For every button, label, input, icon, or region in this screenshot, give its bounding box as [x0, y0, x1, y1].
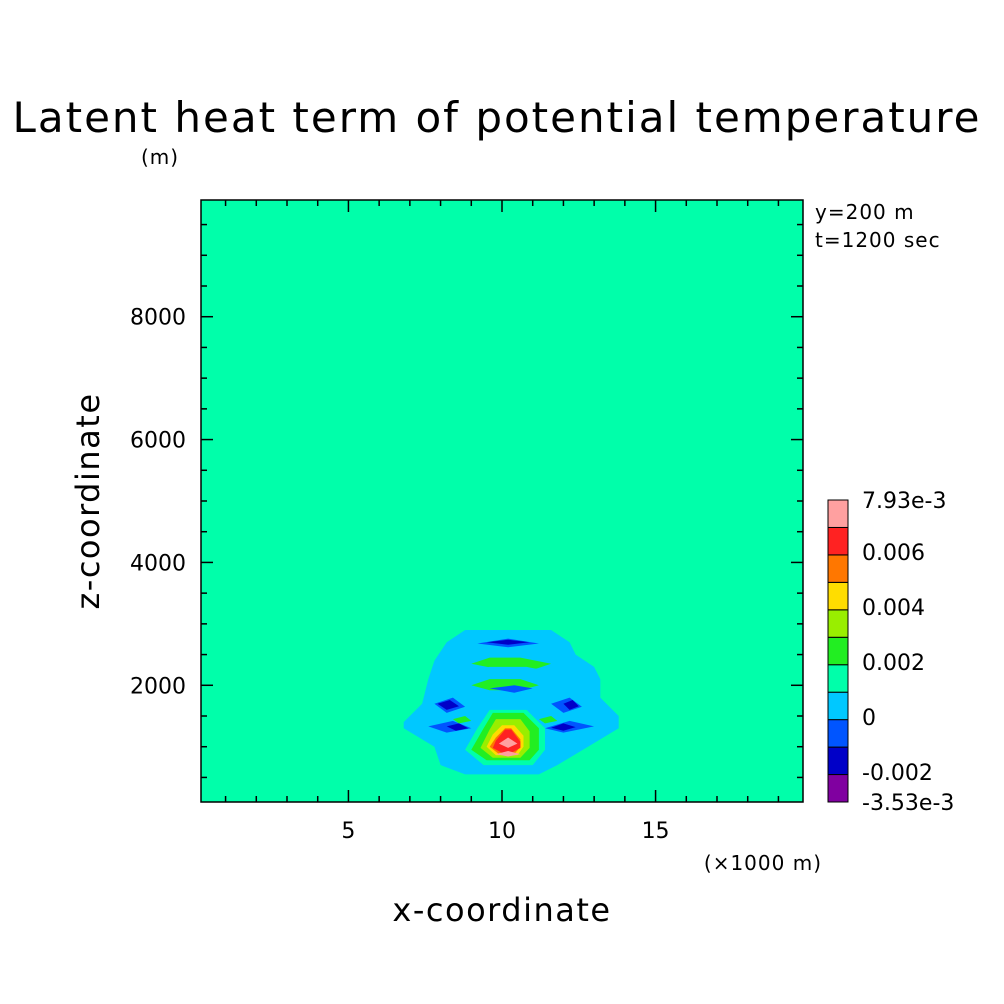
colorbar-swatch	[827, 664, 849, 693]
chart-title: Latent heat term of potential temperatur…	[12, 93, 981, 142]
colorbar-swatch	[827, 691, 849, 721]
colorbar-label: 0	[862, 706, 876, 731]
contour-region-23	[452, 716, 472, 724]
colorbar-swatch	[827, 499, 849, 528]
x-tick-label: 5	[341, 819, 355, 844]
colorbar-labels: 7.93e-3 0.006 0.004 0.002 0 -0.002 -3.53e-3	[862, 489, 954, 816]
x-tick-label: 10	[488, 819, 516, 844]
colorbar	[827, 499, 849, 803]
y-axis-label: z-coordinate	[69, 392, 107, 609]
contour-region-16	[489, 685, 533, 693]
colorbar-label: 0.002	[862, 651, 925, 676]
contour-region-19	[563, 700, 579, 710]
contour-region-0	[403, 630, 619, 775]
colorbar-label: -0.002	[862, 761, 933, 786]
axis-ticks	[201, 200, 803, 802]
y-unit-label: (m)	[141, 145, 179, 169]
contour-region-20	[446, 723, 469, 731]
contour-region-17	[486, 639, 530, 645]
contour-fill-group	[403, 630, 619, 775]
colorbar-swatch	[827, 636, 849, 666]
annotation-y: y=200 m	[815, 200, 915, 224]
colorbar-label: 7.93e-3	[862, 489, 946, 514]
colorbar-label: 0.004	[862, 596, 925, 621]
x-unit-label: (×1000 m)	[704, 851, 822, 875]
y-tick-label: 6000	[130, 429, 186, 454]
axis-tick-labels: 5 10 15 2000 4000 6000 8000	[130, 306, 670, 844]
plot-frame	[200, 199, 804, 803]
colorbar-swatch	[827, 774, 849, 803]
colorbar-label: 0.006	[862, 541, 925, 566]
annotation-t: t=1200 sec	[815, 228, 941, 252]
colorbar-swatch	[827, 719, 849, 748]
colorbar-swatch	[827, 581, 849, 611]
y-tick-label: 2000	[130, 674, 186, 699]
colorbar-label: -3.53e-3	[862, 791, 954, 816]
contour-region-18	[437, 700, 459, 710]
colorbar-swatch	[827, 554, 849, 583]
x-axis-label: x-coordinate	[392, 891, 611, 929]
x-tick-label: 15	[642, 819, 670, 844]
y-tick-label: 8000	[130, 306, 186, 331]
y-tick-label: 4000	[130, 551, 186, 576]
colorbar-swatch	[827, 746, 849, 776]
contour-region-8	[495, 751, 521, 757]
colorbar-swatch	[827, 609, 849, 638]
contour-region-21	[551, 723, 576, 731]
contour-region-24	[538, 716, 558, 724]
colorbar-swatch	[827, 526, 849, 556]
contour-region-22	[459, 666, 552, 677]
contour-region-7	[498, 737, 518, 748]
contour-region-9	[471, 657, 552, 670]
